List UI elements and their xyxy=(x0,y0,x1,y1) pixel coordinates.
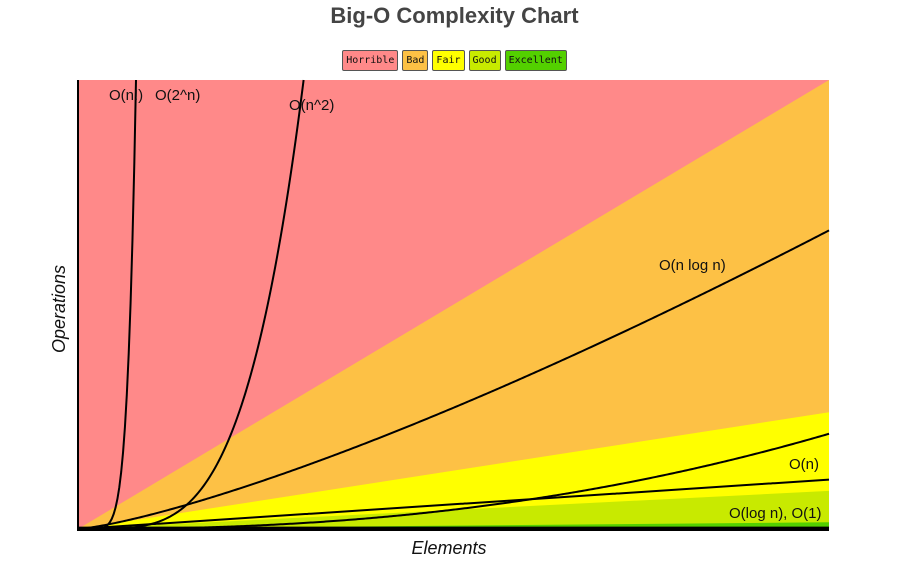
legend-item-good: Good xyxy=(468,50,501,71)
legend-item-bad: Bad xyxy=(402,50,429,71)
complexity-regions xyxy=(78,80,829,529)
chart-axes xyxy=(77,80,829,531)
curve-label-exponential: O(2^n) xyxy=(155,87,200,104)
region-fair xyxy=(78,412,829,529)
legend-item-fair: Fair xyxy=(432,50,465,71)
legend: Horrible Bad Fair Good Excellent xyxy=(0,50,909,71)
curve-label-linearithmic: O(n log n) xyxy=(659,257,726,274)
legend-item-excellent: Excellent xyxy=(504,50,567,71)
region-good xyxy=(78,490,829,529)
curve-label-log-constant: O(log n), O(1) xyxy=(729,505,822,522)
legend-item-horrible: Horrible xyxy=(342,50,399,71)
y-axis-label: Operations xyxy=(49,265,69,353)
curve-linear xyxy=(77,478,830,530)
region-bad xyxy=(78,80,829,529)
curve-label-quadratic: O(n^2) xyxy=(289,97,334,114)
curve-label-linear: O(n) xyxy=(789,456,819,473)
curve-linearithmic xyxy=(77,229,830,530)
curve-labels: O(n!) O(2^n) O(n^2) O(n log n) O(n) O(lo… xyxy=(109,87,822,522)
x-axis-label: Elements xyxy=(411,538,486,558)
curve-label-factorial: O(n!) xyxy=(109,87,143,104)
chart-title: Big-O Complexity Chart xyxy=(330,3,579,28)
